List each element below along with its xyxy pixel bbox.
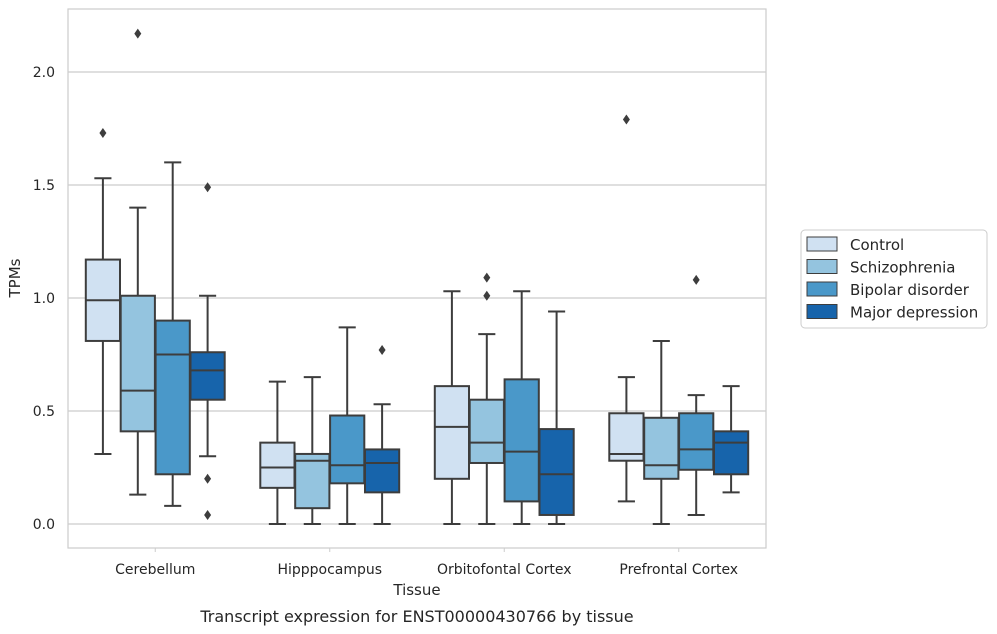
box — [712, 385, 750, 494]
legend-item: Control — [806, 236, 904, 254]
legend-item: Bipolar disorder — [806, 281, 970, 299]
x-axis-ticks: Cerebellum Hipppocampus Orbitofontal Corte… — [115, 548, 738, 578]
box-body — [538, 428, 575, 516]
legend-item: Schizophrenia — [806, 259, 955, 277]
outlier-point — [483, 272, 491, 283]
y-tick-label: 2.0 — [33, 65, 55, 81]
box — [503, 290, 540, 525]
box — [363, 344, 401, 525]
box — [643, 339, 680, 525]
figure-caption: Transcript expression for ENST0000043076… — [199, 607, 633, 626]
box-body — [189, 351, 226, 401]
x-tick-label: Prefrontal Cortex — [619, 562, 738, 578]
box — [189, 182, 226, 520]
plot-area — [84, 28, 750, 525]
box — [608, 114, 645, 503]
box-body — [468, 398, 505, 464]
box-body — [119, 294, 156, 433]
box — [259, 380, 296, 525]
box-body — [294, 452, 331, 510]
y-tick-label: 0.5 — [33, 404, 55, 420]
legend-swatch — [806, 236, 838, 252]
box — [468, 272, 505, 525]
box-body — [643, 416, 680, 480]
y-tick-label: 0.0 — [33, 517, 55, 533]
y-tick-label: 1.5 — [33, 178, 55, 194]
legend: Control Schizophrenia Bipolar disorder Majo… — [800, 229, 988, 329]
outlier-point — [204, 473, 212, 484]
box — [433, 290, 471, 525]
legend-label: Major depression — [850, 304, 978, 322]
outlier-point — [204, 509, 212, 520]
box — [119, 28, 156, 496]
outlier-point — [378, 344, 386, 355]
box-body — [259, 441, 296, 489]
legend-label: Control — [850, 236, 904, 254]
legend-item: Major depression — [806, 304, 978, 322]
box-body — [363, 448, 401, 494]
legend-frame — [800, 229, 988, 329]
y-axis-title: TPMs — [6, 258, 24, 298]
legend-swatch — [806, 259, 838, 274]
box-body — [678, 412, 715, 471]
box — [84, 128, 122, 455]
box — [678, 274, 715, 516]
x-axis-title: Tissue — [392, 581, 440, 599]
y-tick-label: 1.0 — [33, 291, 55, 307]
outlier-point — [204, 182, 212, 193]
legend-label: Schizophrenia — [850, 259, 955, 277]
box-body — [712, 430, 750, 476]
plot-frame — [67, 8, 767, 549]
box-body — [329, 414, 366, 485]
box-body — [503, 378, 540, 503]
box — [294, 376, 331, 525]
legend-swatch — [806, 281, 838, 297]
x-tick-label: Cerebellum — [115, 562, 195, 578]
outlier-point — [134, 28, 142, 39]
box — [154, 161, 191, 507]
outlier-point — [692, 274, 700, 285]
outlier-point — [622, 114, 630, 125]
box-body — [433, 385, 471, 480]
x-tick-label: Hipppocampus — [277, 562, 382, 578]
outlier-point — [483, 290, 491, 301]
legend-swatch — [806, 304, 838, 319]
legend-label: Bipolar disorder — [850, 281, 970, 299]
outlier-point — [99, 128, 107, 139]
x-tick-label: Orbitofontal Cortex — [437, 562, 572, 578]
box-body — [154, 319, 191, 476]
y-axis-ticks: 0.0 0.5 1.0 1.5 2.0 — [33, 65, 55, 533]
box — [538, 310, 575, 525]
box — [329, 326, 366, 525]
